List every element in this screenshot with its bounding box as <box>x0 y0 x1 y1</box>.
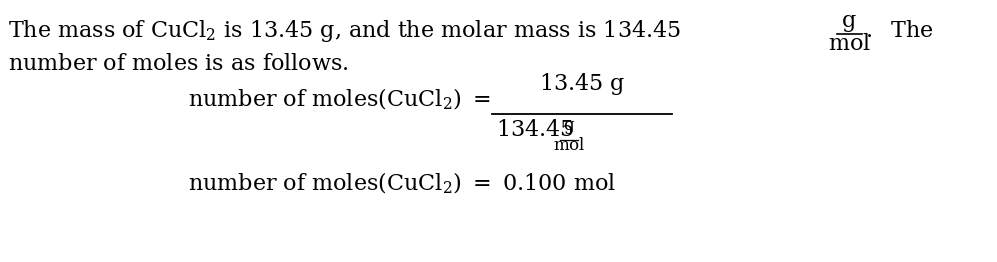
Text: $\mathrm{number\ of\ moles(CuCl_2)\ =}$: $\mathrm{number\ of\ moles(CuCl_2)\ =}$ <box>188 86 491 112</box>
Text: $\mathrm{134.45}$: $\mathrm{134.45}$ <box>496 119 574 141</box>
Text: $\mathrm{13.45\ g}$: $\mathrm{13.45\ g}$ <box>538 71 625 97</box>
Text: $\mathrm{number\ of\ moles(CuCl_2)\ =\ 0.100\ mol}$: $\mathrm{number\ of\ moles(CuCl_2)\ =\ 0… <box>188 170 616 196</box>
Text: $\mathrm{g}$: $\mathrm{g}$ <box>841 12 856 34</box>
Text: $\mathrm{g}$: $\mathrm{g}$ <box>563 119 575 136</box>
Text: $\mathrm{.\ \ The}$: $\mathrm{.\ \ The}$ <box>865 20 933 42</box>
Text: $\mathrm{mol}$: $\mathrm{mol}$ <box>552 137 585 154</box>
Text: $\mathrm{mol}$: $\mathrm{mol}$ <box>828 33 870 55</box>
Text: $\mathrm{The\ mass\ of\ CuCl_2\ is\ 13.45\ g{,}\ and\ the\ molar\ mass\ is\ 134.: $\mathrm{The\ mass\ of\ CuCl_2\ is\ 13.4… <box>8 18 681 44</box>
Text: $\mathrm{number\ of\ moles\ is\ as\ follows.}$: $\mathrm{number\ of\ moles\ is\ as\ foll… <box>8 53 349 75</box>
